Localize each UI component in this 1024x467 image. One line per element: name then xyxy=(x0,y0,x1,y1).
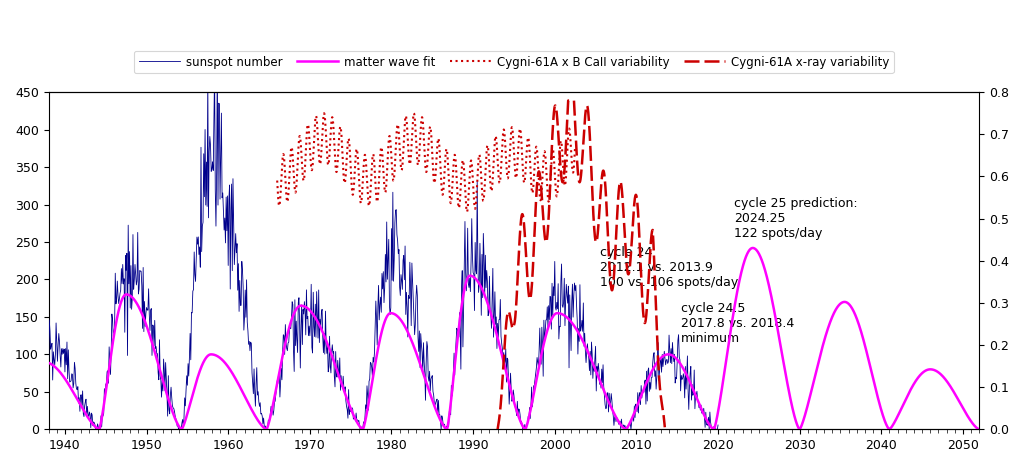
Cygni-61A x-ray variability xyxy=(509,318,521,324)
Cygni-61A x-ray variability xyxy=(562,98,574,103)
Cygni-61A x-ray variability xyxy=(574,178,587,184)
Line: matter wave fit: matter wave fit xyxy=(48,248,979,429)
matter wave fit xyxy=(880,421,892,427)
sunspot number xyxy=(196,249,208,255)
matter wave fit xyxy=(746,245,759,251)
Line: sunspot number: sunspot number xyxy=(48,59,718,429)
matter wave fit xyxy=(294,303,306,309)
Cygni-61A x B CaII variability xyxy=(285,146,297,151)
Cygni-61A x B CaII variability xyxy=(569,145,582,150)
matter wave fit xyxy=(482,302,495,307)
sunspot number xyxy=(389,207,401,213)
Cygni-61A x-ray variability xyxy=(515,213,527,219)
Cygni-61A x-ray variability xyxy=(492,426,504,432)
sunspot number xyxy=(300,332,312,338)
matter wave fit xyxy=(263,418,275,424)
Text: cycle 25 prediction:
2024.25
122 spots/day: cycle 25 prediction: 2024.25 122 spots/d… xyxy=(734,197,858,240)
Cygni-61A x B CaII variability xyxy=(346,192,358,198)
matter wave fit xyxy=(356,426,369,432)
matter wave fit xyxy=(973,426,985,432)
Cygni-61A x-ray variability xyxy=(617,216,630,222)
Cygni-61A x B CaII variability xyxy=(305,167,317,173)
matter wave fit xyxy=(490,330,503,335)
sunspot number xyxy=(671,376,683,382)
Legend: sunspot number, matter wave fit, Cygni-61A x B CaII variability, Cygni-61A x-ray: sunspot number, matter wave fit, Cygni-6… xyxy=(134,51,894,73)
Line: Cygni-61A x-ray variability: Cygni-61A x-ray variability xyxy=(498,100,665,429)
Cygni-61A x B CaII variability xyxy=(271,178,284,184)
sunspot number xyxy=(211,57,223,62)
Cygni-61A x B CaII variability xyxy=(542,191,554,197)
Cygni-61A x-ray variability xyxy=(631,195,643,200)
sunspot number xyxy=(56,346,69,351)
matter wave fit xyxy=(337,384,349,390)
Cygni-61A x B CaII variability xyxy=(532,181,545,186)
Cygni-61A x-ray variability xyxy=(658,425,671,430)
Cygni-61A x B CaII variability xyxy=(408,110,420,116)
Text: cycle 24.5
2017.8 vs. 2018.4
minimum: cycle 24.5 2017.8 vs. 2018.4 minimum xyxy=(681,302,795,345)
Text: cycle 24
2012.1 vs. 2013.9
100 vs. 106 spots/day: cycle 24 2012.1 vs. 2013.9 100 vs. 106 s… xyxy=(600,246,738,289)
Line: Cygni-61A x B CaII variability: Cygni-61A x B CaII variability xyxy=(278,113,575,212)
Cygni-61A x B CaII variability xyxy=(361,184,374,190)
Cygni-61A x B CaII variability xyxy=(461,209,473,215)
sunspot number xyxy=(712,422,724,428)
sunspot number xyxy=(90,426,102,432)
sunspot number xyxy=(42,361,54,366)
sunspot number xyxy=(274,379,287,384)
matter wave fit xyxy=(42,360,54,366)
Cygni-61A x-ray variability xyxy=(601,219,613,225)
